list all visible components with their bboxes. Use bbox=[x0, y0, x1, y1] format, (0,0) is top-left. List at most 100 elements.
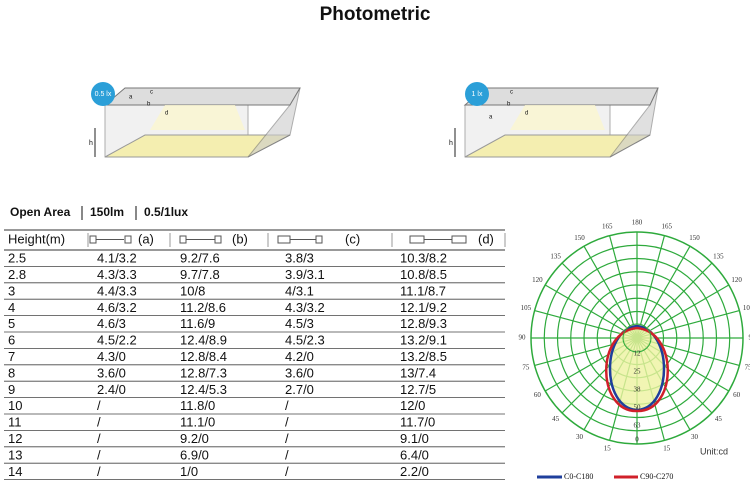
angle-label: 90 bbox=[749, 334, 750, 342]
cell: 3.8/3 bbox=[285, 251, 314, 266]
angle-label: 150 bbox=[574, 234, 585, 242]
cell: 4.1/3.2 bbox=[97, 251, 137, 266]
cell: 4.3/3.2 bbox=[285, 300, 325, 315]
cell: / bbox=[97, 431, 101, 446]
cell: 12 bbox=[8, 431, 22, 446]
subtitle-part: 0.5/1lux bbox=[144, 205, 188, 219]
cell: 2.5 bbox=[8, 251, 26, 266]
dim-label: h bbox=[449, 140, 453, 147]
angle-label: 105 bbox=[521, 304, 532, 312]
cell: 5 bbox=[8, 316, 15, 331]
angle-label: 105 bbox=[743, 304, 750, 312]
radial-label: 25 bbox=[634, 368, 642, 376]
cell: 4.6/3 bbox=[97, 316, 126, 331]
angle-label: 150 bbox=[689, 234, 700, 242]
dim-label: h bbox=[89, 140, 93, 147]
cell: 3.9/3.1 bbox=[285, 267, 325, 282]
cell: 12.8/8.4 bbox=[180, 349, 227, 364]
cell: 4.6/3.2 bbox=[97, 300, 137, 315]
curve-c90 bbox=[605, 326, 669, 413]
cell: 13/7.4 bbox=[400, 365, 436, 380]
cell: 6.9/0 bbox=[180, 447, 209, 462]
cell: 9.2/7.6 bbox=[180, 251, 220, 266]
cell: 3.6/0 bbox=[97, 365, 126, 380]
badge: 0.5 lx bbox=[95, 91, 112, 98]
unit-label: Unit:cd bbox=[700, 446, 728, 456]
icon bbox=[179, 235, 187, 244]
cell: 11.7/0 bbox=[400, 415, 435, 430]
cell: / bbox=[97, 447, 101, 462]
cell: 3 bbox=[8, 283, 15, 298]
angle-label: 30 bbox=[691, 433, 699, 441]
icon bbox=[214, 235, 222, 244]
angle-label: 45 bbox=[715, 415, 723, 423]
center-ring bbox=[622, 323, 652, 353]
icon bbox=[277, 235, 291, 244]
angle-label: 120 bbox=[731, 276, 742, 284]
polar-diagram: 180 0 15 30 45 60 75 90 105 120 135 150 165 15 30 45 60 7… bbox=[519, 219, 750, 481]
cell: 12.4/5.3 bbox=[180, 382, 227, 397]
cell: 12.4/8.9 bbox=[180, 333, 227, 348]
cell: 8 bbox=[8, 365, 15, 380]
radial-label: 50 bbox=[634, 404, 642, 412]
angle-label: 165 bbox=[662, 223, 673, 231]
cell: 4.3/0 bbox=[97, 349, 126, 364]
cell: / bbox=[97, 464, 101, 479]
icon bbox=[451, 235, 467, 244]
cell: 3.6/0 bbox=[285, 365, 314, 380]
cell: 11.2/8.6 bbox=[180, 300, 226, 315]
icon bbox=[124, 235, 132, 244]
angle-label: 60 bbox=[534, 391, 542, 399]
cell: 4.2/0 bbox=[285, 349, 314, 364]
cell: 9.1/0 bbox=[400, 431, 429, 446]
cell: 10 bbox=[8, 398, 22, 413]
cell: 2.7/0 bbox=[285, 382, 314, 397]
radial-label: 12 bbox=[634, 350, 642, 358]
cell: 12.8/9.3 bbox=[400, 316, 447, 331]
cell: 2.8 bbox=[8, 267, 26, 282]
cell: / bbox=[285, 398, 289, 413]
cell: 11.6/9 bbox=[180, 316, 215, 331]
cell: 4.5/3 bbox=[285, 316, 314, 331]
cell: / bbox=[97, 415, 101, 430]
cell: 4.5/2.2 bbox=[97, 333, 137, 348]
subtitle-part: Open Area bbox=[10, 205, 71, 219]
cell: 14 bbox=[8, 464, 22, 479]
cell: 10.3/8.2 bbox=[400, 251, 447, 266]
cell: 11.1/8.7 bbox=[400, 283, 446, 298]
table: Height(m) (a) (b) (c) (d) 2.5 4.1/3.2 9.2/7.6 3.… bbox=[4, 229, 506, 481]
angle-label: 120 bbox=[532, 276, 543, 284]
header-cell: Height(m) bbox=[8, 231, 65, 246]
cell: 10.8/8.5 bbox=[400, 267, 447, 282]
curve-fill bbox=[608, 324, 666, 410]
subtitle: Open Area 150lm 0.5/1lux bbox=[10, 205, 188, 220]
angle-label: 30 bbox=[576, 433, 584, 441]
angle-label: 15 bbox=[604, 445, 612, 453]
cell: 11.1/0 bbox=[180, 415, 215, 430]
angle-label: 75 bbox=[745, 363, 750, 371]
header-cell: (b) bbox=[232, 231, 248, 246]
badge: 1 lx bbox=[472, 91, 483, 98]
cell: 9 bbox=[8, 382, 15, 397]
angle-label: 15 bbox=[663, 445, 671, 453]
header-cell: (c) bbox=[345, 231, 360, 246]
cell: 12.1/9.2 bbox=[400, 300, 447, 315]
cell: 12.7/5 bbox=[400, 382, 436, 397]
illustration: 1 lx a b c d h bbox=[449, 82, 659, 158]
dim-label: c bbox=[510, 90, 513, 96]
cell: 4.4/3.3 bbox=[97, 283, 137, 298]
dim-label: a bbox=[129, 95, 133, 101]
dim-label: a bbox=[489, 115, 493, 121]
angle-label: 90 bbox=[519, 334, 527, 342]
cell: 6 bbox=[8, 333, 15, 348]
subtitle-part: 150lm bbox=[90, 205, 124, 219]
icon bbox=[89, 235, 97, 244]
cell: 4 bbox=[8, 300, 15, 315]
legend-label: C90-C270 bbox=[640, 472, 673, 481]
dim-label: b bbox=[507, 102, 511, 108]
angle-label: 75 bbox=[522, 363, 530, 371]
cell: 9.2/0 bbox=[180, 431, 209, 446]
cell: / bbox=[285, 431, 289, 446]
cell: 11 bbox=[8, 415, 22, 430]
dim-label: b bbox=[147, 102, 151, 108]
